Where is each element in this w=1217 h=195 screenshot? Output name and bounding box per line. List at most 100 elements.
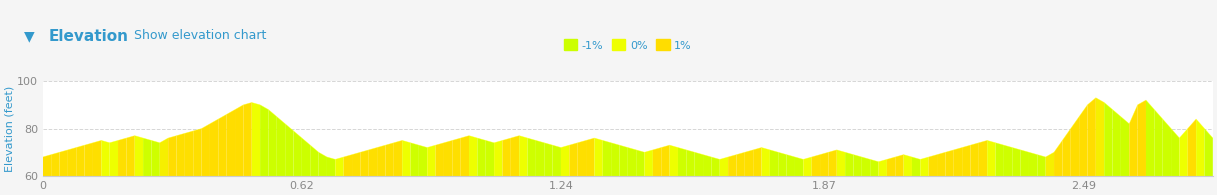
Polygon shape — [436, 143, 444, 176]
Polygon shape — [1155, 110, 1162, 176]
Polygon shape — [135, 136, 144, 176]
Polygon shape — [1205, 129, 1213, 176]
Polygon shape — [636, 150, 645, 176]
Text: Show elevation chart: Show elevation chart — [134, 29, 267, 42]
Polygon shape — [553, 145, 561, 176]
Polygon shape — [1112, 110, 1121, 176]
Polygon shape — [887, 157, 896, 176]
Polygon shape — [419, 145, 427, 176]
Polygon shape — [736, 152, 745, 176]
Polygon shape — [879, 159, 887, 176]
Polygon shape — [235, 105, 243, 176]
Polygon shape — [937, 152, 946, 176]
Polygon shape — [820, 152, 829, 176]
Polygon shape — [1071, 117, 1079, 176]
Polygon shape — [369, 148, 377, 176]
Polygon shape — [293, 131, 302, 176]
Polygon shape — [628, 148, 636, 176]
Y-axis label: Elevation (feet): Elevation (feet) — [4, 85, 15, 172]
Polygon shape — [912, 157, 920, 176]
Polygon shape — [1104, 103, 1112, 176]
Polygon shape — [168, 136, 176, 176]
Polygon shape — [1079, 105, 1088, 176]
Polygon shape — [352, 152, 360, 176]
Polygon shape — [1188, 119, 1196, 176]
Polygon shape — [260, 105, 269, 176]
Polygon shape — [243, 103, 252, 176]
Polygon shape — [1138, 100, 1146, 176]
Polygon shape — [127, 136, 135, 176]
Polygon shape — [319, 152, 327, 176]
Polygon shape — [285, 124, 293, 176]
Polygon shape — [159, 138, 168, 176]
Polygon shape — [336, 157, 343, 176]
Polygon shape — [853, 155, 862, 176]
Polygon shape — [870, 159, 879, 176]
Polygon shape — [745, 150, 753, 176]
Polygon shape — [427, 145, 436, 176]
Polygon shape — [360, 150, 369, 176]
Polygon shape — [402, 140, 410, 176]
Polygon shape — [226, 110, 235, 176]
Polygon shape — [963, 145, 970, 176]
Polygon shape — [185, 131, 194, 176]
Polygon shape — [544, 143, 553, 176]
Polygon shape — [587, 138, 594, 176]
Polygon shape — [929, 155, 937, 176]
Polygon shape — [996, 143, 1004, 176]
Polygon shape — [194, 129, 202, 176]
Polygon shape — [652, 148, 661, 176]
Polygon shape — [1146, 100, 1155, 176]
Polygon shape — [1013, 148, 1021, 176]
Polygon shape — [527, 138, 535, 176]
Polygon shape — [327, 157, 336, 176]
Polygon shape — [954, 148, 963, 176]
Polygon shape — [903, 155, 912, 176]
Polygon shape — [343, 155, 352, 176]
Polygon shape — [753, 148, 762, 176]
Polygon shape — [520, 136, 527, 176]
Polygon shape — [494, 140, 503, 176]
Polygon shape — [812, 155, 820, 176]
Polygon shape — [85, 143, 92, 176]
Polygon shape — [101, 140, 110, 176]
Polygon shape — [762, 148, 770, 176]
Polygon shape — [686, 150, 695, 176]
Polygon shape — [1045, 152, 1054, 176]
Polygon shape — [444, 140, 453, 176]
Polygon shape — [1054, 140, 1062, 176]
Polygon shape — [1095, 98, 1104, 176]
Polygon shape — [703, 155, 712, 176]
Text: Elevation: Elevation — [49, 29, 129, 44]
Polygon shape — [619, 145, 628, 176]
Polygon shape — [920, 157, 929, 176]
Polygon shape — [695, 152, 703, 176]
Legend: -1%, 0%, 1%: -1%, 0%, 1% — [560, 35, 696, 55]
Polygon shape — [978, 140, 987, 176]
Polygon shape — [511, 136, 520, 176]
Polygon shape — [594, 138, 602, 176]
Polygon shape — [803, 157, 812, 176]
Polygon shape — [845, 152, 853, 176]
Polygon shape — [1179, 129, 1188, 176]
Polygon shape — [1121, 117, 1129, 176]
Polygon shape — [611, 143, 619, 176]
Polygon shape — [486, 140, 494, 176]
Polygon shape — [60, 150, 68, 176]
Polygon shape — [795, 157, 803, 176]
Polygon shape — [1088, 98, 1095, 176]
Polygon shape — [837, 150, 845, 176]
Polygon shape — [377, 145, 386, 176]
Polygon shape — [661, 145, 669, 176]
Polygon shape — [302, 138, 310, 176]
Polygon shape — [535, 140, 544, 176]
Polygon shape — [92, 140, 101, 176]
Polygon shape — [946, 150, 954, 176]
Polygon shape — [770, 150, 778, 176]
Polygon shape — [602, 140, 611, 176]
Polygon shape — [51, 152, 60, 176]
Polygon shape — [269, 110, 276, 176]
Polygon shape — [561, 145, 570, 176]
Polygon shape — [778, 152, 786, 176]
Polygon shape — [453, 138, 461, 176]
